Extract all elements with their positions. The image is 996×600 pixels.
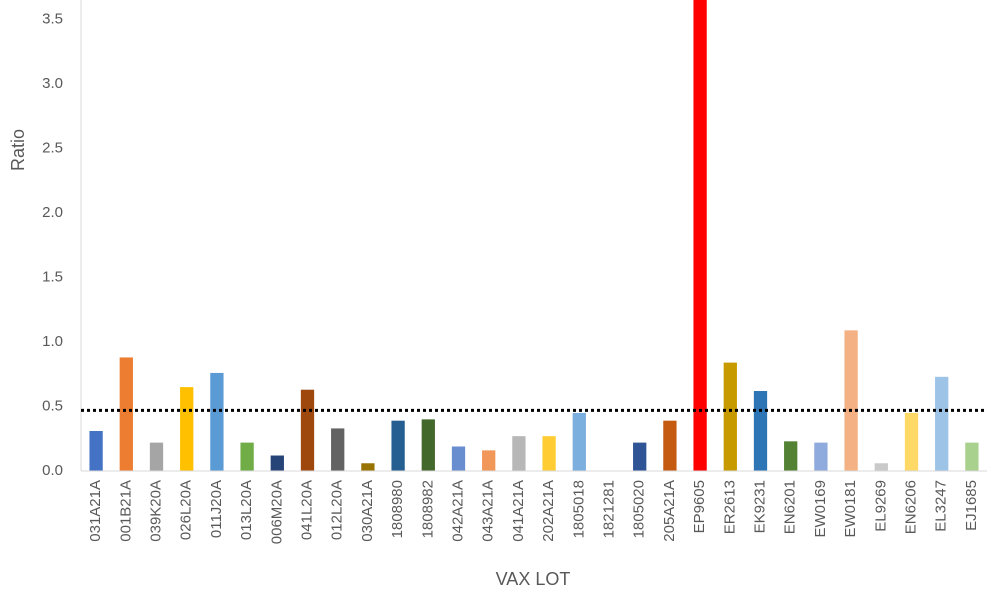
bar [512, 436, 526, 471]
x-tick-label: 041L20A [298, 480, 315, 540]
bar [965, 442, 979, 471]
x-tick-label: EK9231 [751, 480, 768, 533]
x-tick-label: 006M20A [268, 480, 285, 544]
bar [180, 387, 194, 471]
bar [361, 463, 375, 471]
bar [119, 357, 133, 471]
y-tick-label: 3.0 [42, 75, 63, 92]
x-tick-label: EN6206 [902, 480, 919, 534]
bar [210, 372, 224, 471]
x-tick-label: 031A21A [87, 480, 104, 542]
x-tick-label: 1808980 [389, 480, 406, 538]
x-tick-label: 041A21A [510, 480, 527, 542]
x-axis-title: VAX LOT [496, 569, 571, 589]
y-tick-label: 0.0 [42, 462, 63, 479]
bar [270, 455, 284, 471]
x-tick-label: 039K20A [147, 480, 164, 542]
x-tick-label: 1808982 [419, 480, 436, 538]
bar [89, 430, 103, 471]
y-tick-label: 2.5 [42, 139, 63, 156]
x-tick-label: 1805020 [631, 480, 648, 538]
bar [844, 330, 858, 471]
bar [874, 463, 888, 471]
y-tick-label: 2.0 [42, 204, 63, 221]
x-tick-label: 013L20A [238, 480, 255, 540]
x-tick-label: 043A21A [480, 480, 497, 542]
x-tick-label: 011J20A [208, 480, 225, 538]
x-tick-label: 205A21A [661, 480, 678, 542]
x-tick-label: 026L20A [178, 480, 195, 540]
bar [935, 376, 949, 471]
x-tick-label: 1805018 [570, 480, 587, 538]
x-tick-label: 030A21A [359, 480, 376, 542]
bar [482, 450, 496, 471]
y-axis-title: Ratio [8, 129, 28, 171]
y-tick-label: 3.5 [42, 10, 63, 27]
bar [240, 442, 254, 471]
bar [633, 442, 647, 471]
x-tick-label: EJ1685 [963, 480, 980, 531]
x-tick-label: 1821281 [600, 480, 617, 538]
y-tick-label: 1.5 [42, 268, 63, 285]
x-tick-label: EN6201 [782, 480, 799, 534]
x-tick-label: 202A21A [540, 480, 557, 542]
bar [149, 442, 164, 471]
y-tick-label: 0.5 [42, 397, 63, 414]
bar [814, 442, 828, 471]
bar [331, 428, 345, 471]
bar [723, 362, 737, 471]
x-tick-label: 012L20A [329, 480, 346, 540]
x-tick-label: EP9605 [691, 480, 708, 533]
y-tick-label: 1.0 [42, 333, 63, 350]
plot-area [89, 0, 979, 471]
x-tick-label: 001B21A [117, 480, 134, 542]
x-tick-label: EW0169 [812, 480, 829, 538]
x-tick-label: EW0181 [842, 480, 859, 538]
bar [542, 436, 556, 471]
bar [572, 412, 586, 471]
x-tick-label: ER2613 [721, 480, 738, 534]
bar [451, 446, 466, 471]
x-tick-label: EL3247 [933, 480, 950, 532]
x-tick-label: EL9269 [872, 480, 889, 532]
bar [421, 419, 435, 471]
bar [904, 412, 919, 471]
bar [784, 441, 798, 471]
bar [300, 389, 315, 471]
bar [663, 420, 677, 471]
x-tick-label: 042A21A [449, 480, 466, 542]
bar [693, 0, 707, 471]
bar [753, 390, 768, 471]
bar [391, 420, 405, 471]
